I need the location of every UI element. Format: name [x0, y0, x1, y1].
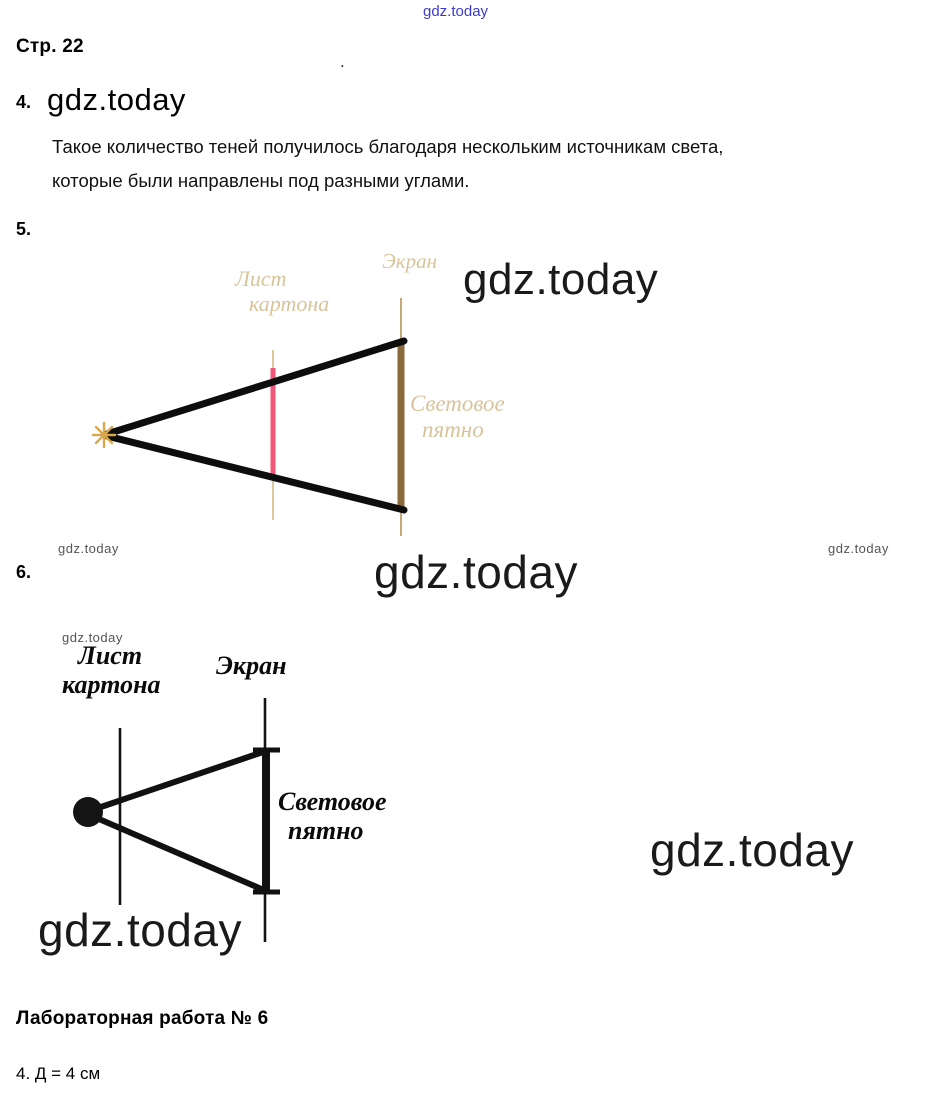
watermark-lower-right: gdz.today	[650, 824, 854, 876]
diagram1-label-light-spot-line2: пятно	[422, 417, 484, 443]
diagram-light-spot-color: Лист картона Экран Световое пятно	[60, 240, 700, 550]
light-source-icon	[73, 797, 103, 827]
item-4-paragraph-line2: которые были направлены под разными угла…	[52, 169, 470, 191]
item-number-6: 6.	[16, 562, 32, 582]
diagram2-label-cardboard-line2: картона	[62, 669, 161, 699]
diagram1-label-cardboard: Лист картона	[235, 266, 329, 317]
diagram1-label-cardboard-line1: Лист	[235, 266, 287, 291]
diagram-light-spot-bw: Лист картона Экран Световое пятно	[20, 620, 470, 965]
item-4-paragraph-line1: Такое количество теней получилось благод…	[52, 136, 724, 157]
page-number: Стр. 22	[16, 36, 84, 57]
diagram2-label-screen: Экран	[216, 651, 287, 680]
ray-upper	[91, 748, 267, 813]
ray-lower	[90, 813, 268, 894]
diagram2-label-light-spot: Световое пятно	[278, 787, 387, 845]
diagram2-label-cardboard-line1: Лист	[78, 641, 143, 670]
diagram2-label-light-spot-line1: Световое	[278, 787, 387, 816]
lab-work-title: Лабораторная работа № 6	[16, 1008, 269, 1029]
diagram1-label-light-spot-line1: Световое	[410, 391, 505, 416]
watermark-diagram1-right: gdz.today	[463, 255, 659, 304]
item-number-5: 5.	[16, 219, 32, 239]
watermark-bottom-left: gdz.today	[38, 904, 242, 956]
watermark-inline-item4: gdz.today	[47, 82, 186, 117]
stray-mark: .	[340, 52, 345, 71]
ray-lower	[103, 432, 408, 514]
watermark-small-diagram2: gdz.today	[62, 630, 123, 645]
ray-upper	[103, 337, 408, 438]
item-number-4: 4.	[16, 92, 32, 112]
diagram1-label-screen: Экран	[382, 249, 437, 273]
item-4-paragraph: Такое количество теней получилось благод…	[52, 130, 936, 197]
watermark-small-left: gdz.today	[58, 541, 119, 556]
lab-work-answer: 4. Д = 4 см	[16, 1064, 101, 1083]
diagram2-label-light-spot-line2: пятно	[288, 815, 364, 845]
light-source-icon	[91, 421, 117, 449]
diagram1-label-light-spot: Световое пятно	[410, 391, 505, 444]
watermark-small-right: gdz.today	[828, 541, 889, 556]
diagram2-label-cardboard: Лист картона	[62, 641, 161, 699]
watermark-top: gdz.today	[423, 3, 489, 20]
watermark-middle: gdz.today	[374, 546, 578, 598]
diagram1-label-cardboard-line2: картона	[249, 291, 330, 317]
